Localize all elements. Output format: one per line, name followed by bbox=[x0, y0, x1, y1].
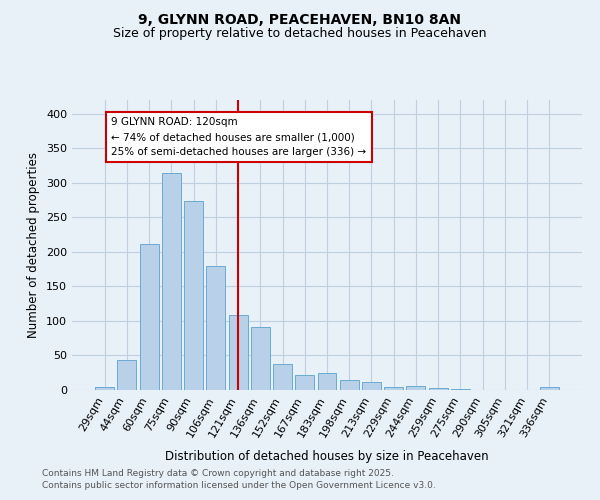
Bar bbox=[118, 360, 136, 390]
Bar bbox=[140, 244, 158, 390]
Bar bbox=[162, 172, 181, 390]
Bar bbox=[251, 327, 270, 390]
Y-axis label: Number of detached properties: Number of detached properties bbox=[28, 152, 40, 338]
Bar bbox=[340, 380, 359, 390]
Bar bbox=[295, 375, 314, 390]
Bar bbox=[273, 364, 292, 390]
Bar bbox=[184, 201, 203, 390]
Bar bbox=[206, 266, 225, 390]
Bar bbox=[95, 386, 114, 390]
Bar bbox=[429, 388, 448, 390]
Bar bbox=[317, 374, 337, 390]
Text: 9 GLYNN ROAD: 120sqm
← 74% of detached houses are smaller (1,000)
25% of semi-de: 9 GLYNN ROAD: 120sqm ← 74% of detached h… bbox=[112, 118, 367, 157]
Bar bbox=[362, 382, 381, 390]
Text: 9, GLYNN ROAD, PEACEHAVEN, BN10 8AN: 9, GLYNN ROAD, PEACEHAVEN, BN10 8AN bbox=[139, 12, 461, 26]
Bar bbox=[406, 386, 425, 390]
Bar bbox=[384, 387, 403, 390]
Bar bbox=[229, 314, 248, 390]
X-axis label: Distribution of detached houses by size in Peacehaven: Distribution of detached houses by size … bbox=[165, 450, 489, 463]
Bar bbox=[540, 387, 559, 390]
Text: Contains HM Land Registry data © Crown copyright and database right 2025.: Contains HM Land Registry data © Crown c… bbox=[42, 468, 394, 477]
Text: Contains public sector information licensed under the Open Government Licence v3: Contains public sector information licen… bbox=[42, 481, 436, 490]
Text: Size of property relative to detached houses in Peacehaven: Size of property relative to detached ho… bbox=[113, 28, 487, 40]
